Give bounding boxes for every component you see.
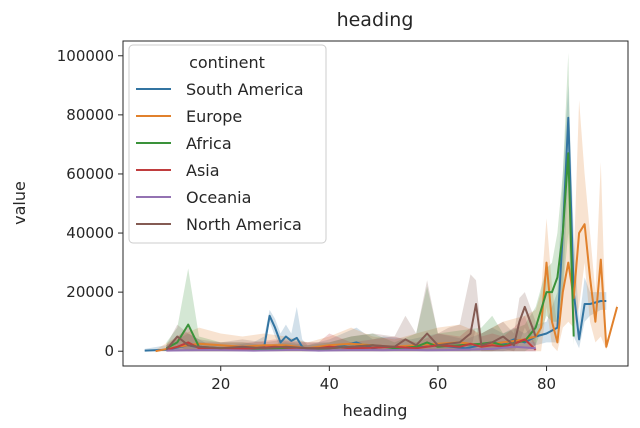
legend-label-europe: Europe <box>186 107 242 126</box>
x-tick-label: 20 <box>211 375 230 393</box>
y-tick-label: 20000 <box>66 283 114 301</box>
x-axis-label: heading <box>343 401 408 420</box>
legend-entries: South America Europe Africa Asia Oceania Nort… <box>136 80 304 234</box>
series-line-europe <box>155 223 619 353</box>
legend: continent South America Europe Africa Asia O… <box>128 44 327 244</box>
band-north-america <box>166 274 536 352</box>
chart-title: heading <box>337 9 414 31</box>
legend-title: continent <box>189 53 265 72</box>
x-axis: 20 40 60 80 <box>211 366 556 393</box>
y-tick-label: 100000 <box>57 47 114 65</box>
series-lines <box>144 116 619 353</box>
x-tick-label: 80 <box>537 375 556 393</box>
legend-label-south-america: South America <box>186 80 304 99</box>
series-line-north-america <box>165 303 537 351</box>
y-tick-label: 80000 <box>66 106 114 124</box>
y-tick-label: 60000 <box>66 165 114 183</box>
legend-box <box>128 44 327 244</box>
legend-label-asia: Asia <box>186 161 220 180</box>
y-tick-label: 40000 <box>66 224 114 242</box>
y-axis: 0 20000 40000 60000 80000 100000 <box>57 47 123 360</box>
series-line-oceania <box>166 345 536 352</box>
band-asia <box>166 315 536 352</box>
x-tick-label: 60 <box>428 375 447 393</box>
x-tick-label: 40 <box>320 375 339 393</box>
legend-label-africa: Africa <box>186 134 232 153</box>
y-tick-label: 0 <box>104 342 114 360</box>
legend-label-oceania: Oceania <box>186 188 251 207</box>
plot-frame <box>122 40 629 367</box>
y-axis-label: value <box>10 181 29 225</box>
band-africa <box>166 52 574 352</box>
legend-label-north-america: North America <box>186 215 302 234</box>
